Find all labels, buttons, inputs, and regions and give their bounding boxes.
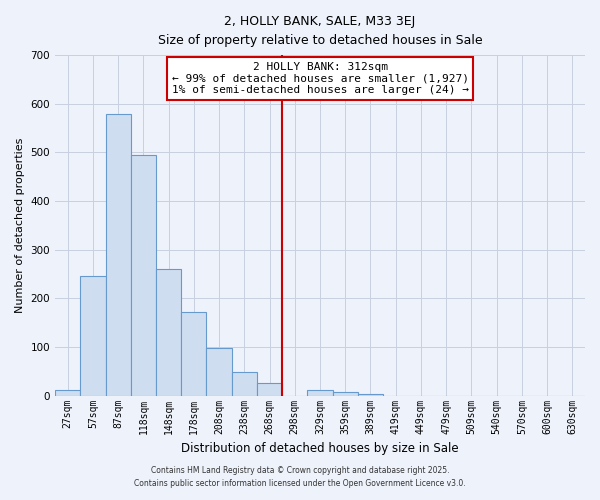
Bar (131, 155, 156, 396)
Bar (80, 276, 106, 396)
Bar (232, 372, 257, 396)
Text: 2 HOLLY BANK: 312sqm
← 99% of detached houses are smaller (1,927)
1% of semi-det: 2 HOLLY BANK: 312sqm ← 99% of detached h… (172, 62, 469, 95)
Y-axis label: Number of detached properties: Number of detached properties (15, 138, 25, 313)
Bar (332, 392, 358, 396)
Title: 2, HOLLY BANK, SALE, M33 3EJ
Size of property relative to detached houses in Sal: 2, HOLLY BANK, SALE, M33 3EJ Size of pro… (158, 15, 482, 47)
Bar (206, 348, 232, 396)
Bar (156, 269, 181, 396)
Bar (358, 394, 383, 396)
Bar (55, 390, 80, 396)
Bar (257, 382, 282, 396)
Bar (181, 312, 206, 396)
Text: Contains HM Land Registry data © Crown copyright and database right 2025.
Contai: Contains HM Land Registry data © Crown c… (134, 466, 466, 487)
Bar (106, 114, 131, 396)
X-axis label: Distribution of detached houses by size in Sale: Distribution of detached houses by size … (181, 442, 459, 455)
Bar (307, 390, 332, 396)
